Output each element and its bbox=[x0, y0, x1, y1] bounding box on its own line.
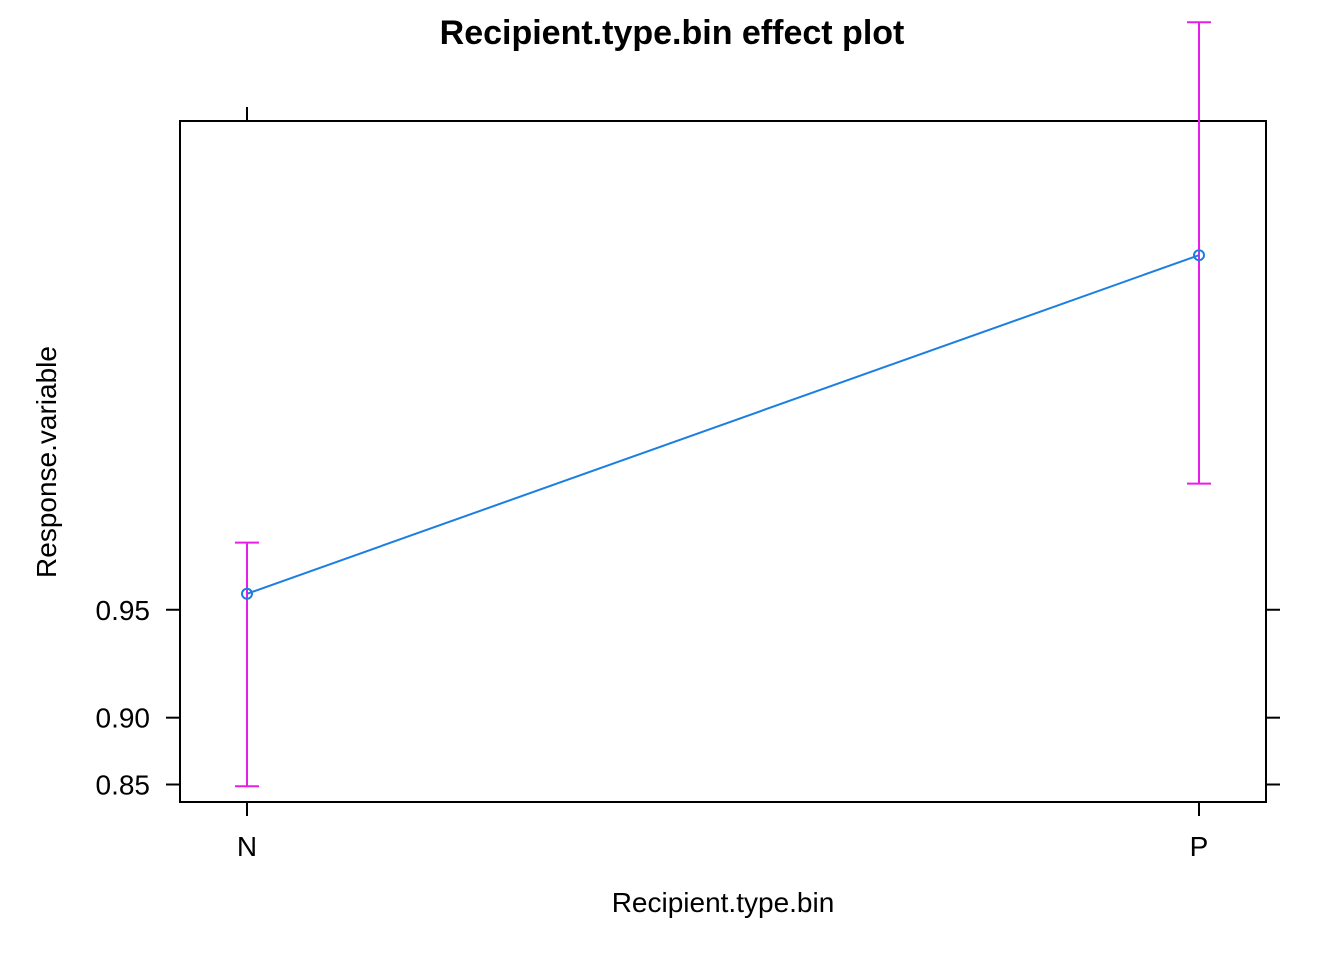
data-point bbox=[241, 587, 253, 600]
y-axis-label: Response.variable bbox=[31, 346, 62, 578]
axis-ticks: 0.85 0.90 0.95 N P bbox=[96, 107, 1280, 862]
series-line bbox=[246, 254, 1200, 595]
plot-marks bbox=[235, 21, 1211, 788]
data-point bbox=[1193, 249, 1205, 262]
x-tick-label: P bbox=[1190, 831, 1209, 862]
chart-title: Recipient.type.bin effect plot bbox=[440, 14, 905, 52]
x-axis-label: Recipient.type.bin bbox=[612, 887, 835, 918]
y-tick-label: 0.85 bbox=[96, 770, 151, 801]
y-tick-label: 0.95 bbox=[96, 595, 151, 626]
x-tick-label: N bbox=[237, 831, 257, 862]
plot-frame bbox=[179, 120, 1267, 803]
y-tick-label: 0.90 bbox=[96, 703, 151, 734]
